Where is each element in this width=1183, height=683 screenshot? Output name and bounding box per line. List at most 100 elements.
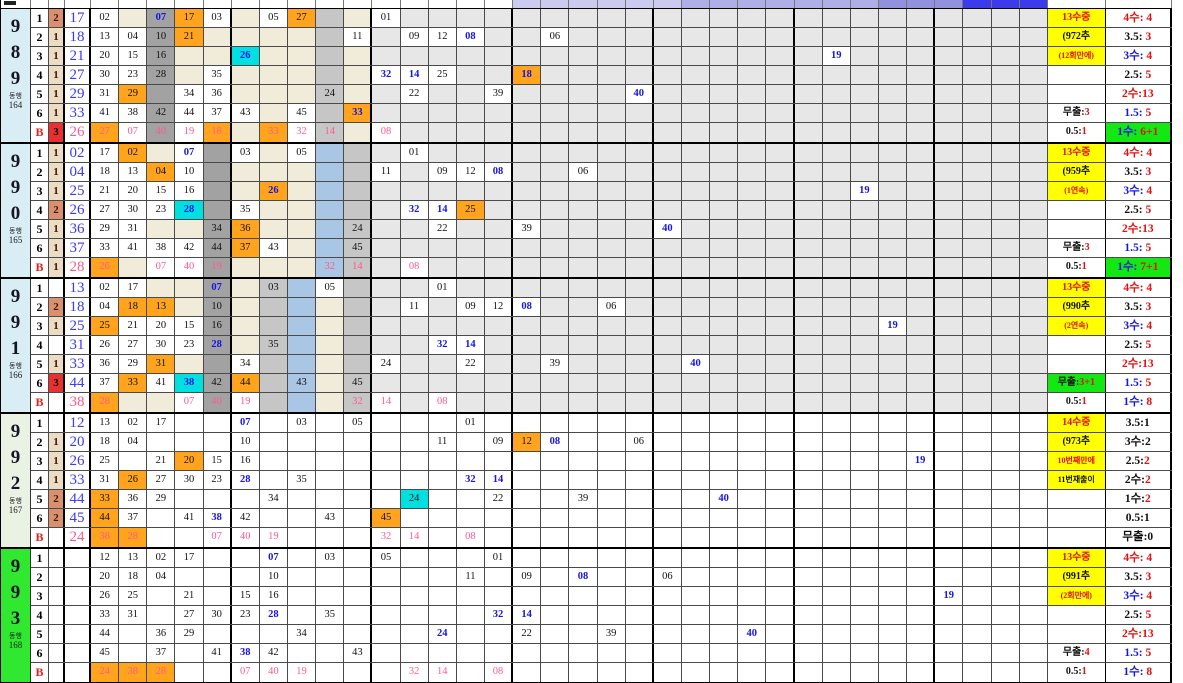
grid-cell[interactable] xyxy=(822,393,851,412)
grid-cell[interactable] xyxy=(513,528,542,547)
round-label[interactable]: 9 9 1 동행 166 xyxy=(1,279,31,412)
grid-cell[interactable]: 10 xyxy=(231,433,260,451)
grid-cell[interactable] xyxy=(625,644,654,662)
grid-cell[interactable] xyxy=(963,258,992,277)
grid-cell[interactable] xyxy=(513,123,542,142)
grid-cell[interactable] xyxy=(653,393,682,412)
grid-cell[interactable] xyxy=(147,85,176,103)
drawn-number[interactable]: 44 xyxy=(65,374,91,392)
grid-cell[interactable]: 39 xyxy=(541,355,570,373)
grid-cell[interactable] xyxy=(963,625,992,643)
grid-cell[interactable]: 26 xyxy=(259,182,288,200)
grid-cell[interactable]: 45 xyxy=(372,509,401,527)
grid-cell[interactable] xyxy=(625,66,654,84)
grid-cell[interactable] xyxy=(1019,452,1048,470)
grid-cell[interactable] xyxy=(878,163,908,181)
grid-cell[interactable] xyxy=(963,644,992,662)
grid-cell[interactable]: 30 xyxy=(91,66,120,84)
count-cell[interactable]: 1 xyxy=(49,28,65,46)
grid-cell[interactable] xyxy=(316,490,345,508)
grid-cell[interactable] xyxy=(907,528,936,547)
grid-cell[interactable]: 18 xyxy=(119,298,148,316)
grid-cell[interactable] xyxy=(681,663,711,682)
grid-cell[interactable]: 05 xyxy=(372,549,401,567)
grid-cell[interactable]: 01 xyxy=(400,144,429,162)
grid-cell[interactable]: 08 xyxy=(513,298,542,316)
grid-cell[interactable] xyxy=(428,374,457,392)
grid-cell[interactable] xyxy=(878,393,908,412)
grid-cell[interactable] xyxy=(963,490,992,508)
grid-cell[interactable]: 29 xyxy=(175,625,204,643)
grid-cell[interactable] xyxy=(681,9,711,27)
grid-cell[interactable] xyxy=(794,201,823,219)
grid-cell[interactable] xyxy=(850,163,879,181)
grid-cell[interactable] xyxy=(541,625,570,643)
grid-cell[interactable] xyxy=(681,47,711,65)
count-cell[interactable]: 1 xyxy=(49,104,65,122)
grid-cell[interactable] xyxy=(428,355,457,373)
grid-cell[interactable]: 44 xyxy=(175,104,204,122)
grid-cell[interactable] xyxy=(541,201,570,219)
grid-cell[interactable] xyxy=(1019,663,1048,682)
grid-cell[interactable]: 39 xyxy=(597,625,626,643)
grid-cell[interactable] xyxy=(653,144,682,162)
grid-cell[interactable] xyxy=(231,279,260,297)
grid-cell[interactable] xyxy=(316,239,345,257)
grid-cell[interactable] xyxy=(287,85,317,103)
grid-cell[interactable] xyxy=(513,549,542,567)
grid-cell[interactable]: 16 xyxy=(231,452,260,470)
grid-cell[interactable] xyxy=(119,625,148,643)
grid-cell[interactable] xyxy=(766,9,795,27)
grid-cell[interactable] xyxy=(794,625,823,643)
grid-cell[interactable] xyxy=(935,606,964,624)
grid-cell[interactable] xyxy=(259,393,288,412)
count-cell[interactable] xyxy=(49,528,65,547)
grid-cell[interactable] xyxy=(653,490,682,508)
grid-cell[interactable] xyxy=(907,355,936,373)
grid-cell[interactable] xyxy=(400,471,429,489)
grid-cell[interactable]: 35 xyxy=(287,471,317,489)
grid-cell[interactable] xyxy=(569,201,598,219)
grid-cell[interactable]: 42 xyxy=(231,509,260,527)
stat-summary-cell[interactable]: 2수:13 xyxy=(1106,85,1172,103)
grid-cell[interactable] xyxy=(850,317,879,335)
grid-cell[interactable] xyxy=(175,355,204,373)
grid-cell[interactable] xyxy=(147,393,176,412)
grid-cell[interactable] xyxy=(963,28,992,46)
grid-cell[interactable] xyxy=(1019,201,1048,219)
grid-cell[interactable] xyxy=(991,549,1020,567)
grid-cell[interactable] xyxy=(681,549,711,567)
grid-cell[interactable] xyxy=(963,528,992,547)
grid-cell[interactable]: 40 xyxy=(203,393,232,412)
stat-note-cell[interactable]: 0.5:1 xyxy=(1048,123,1106,142)
grid-cell[interactable]: 25 xyxy=(91,452,120,470)
grid-cell[interactable] xyxy=(935,66,964,84)
grid-cell[interactable] xyxy=(541,298,570,316)
grid-cell[interactable] xyxy=(259,414,288,432)
row-label[interactable]: B xyxy=(31,393,49,412)
grid-cell[interactable] xyxy=(456,393,485,412)
grid-cell[interactable] xyxy=(513,144,542,162)
grid-cell[interactable] xyxy=(625,471,654,489)
grid-cell[interactable] xyxy=(822,66,851,84)
grid-cell[interactable] xyxy=(259,201,288,219)
grid-cell[interactable] xyxy=(625,182,654,200)
row-label[interactable]: 5 xyxy=(31,220,49,238)
grid-cell[interactable] xyxy=(963,549,992,567)
grid-cell[interactable]: 43 xyxy=(259,239,288,257)
grid-cell[interactable] xyxy=(766,587,795,605)
grid-cell[interactable] xyxy=(681,509,711,527)
drawn-number[interactable]: 26 xyxy=(65,201,91,219)
grid-cell[interactable] xyxy=(428,144,457,162)
grid-cell[interactable] xyxy=(794,490,823,508)
grid-cell[interactable]: 31 xyxy=(119,220,148,238)
grid-cell[interactable]: 43 xyxy=(287,374,317,392)
grid-cell[interactable] xyxy=(287,182,317,200)
grid-cell[interactable] xyxy=(316,587,345,605)
grid-cell[interactable]: 42 xyxy=(259,644,288,662)
grid-cell[interactable]: 12 xyxy=(513,433,542,451)
grid-cell[interactable]: 42 xyxy=(175,239,204,257)
stat-summary-cell[interactable]: 1수: 8 xyxy=(1106,393,1172,412)
grid-cell[interactable]: 23 xyxy=(203,471,232,489)
grid-cell[interactable]: 21 xyxy=(175,587,204,605)
